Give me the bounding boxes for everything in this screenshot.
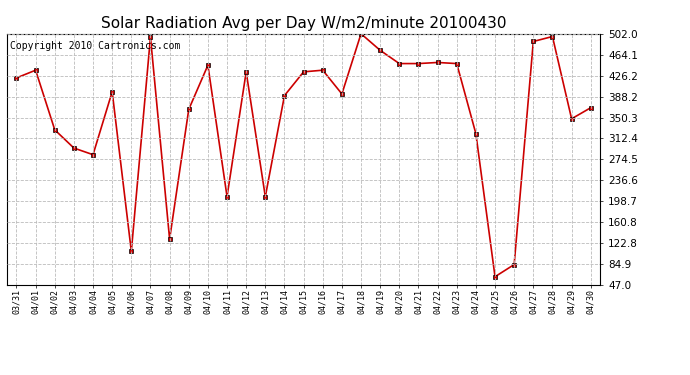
Text: Copyright 2010 Cartronics.com: Copyright 2010 Cartronics.com — [10, 41, 180, 51]
Title: Solar Radiation Avg per Day W/m2/minute 20100430: Solar Radiation Avg per Day W/m2/minute … — [101, 16, 506, 31]
